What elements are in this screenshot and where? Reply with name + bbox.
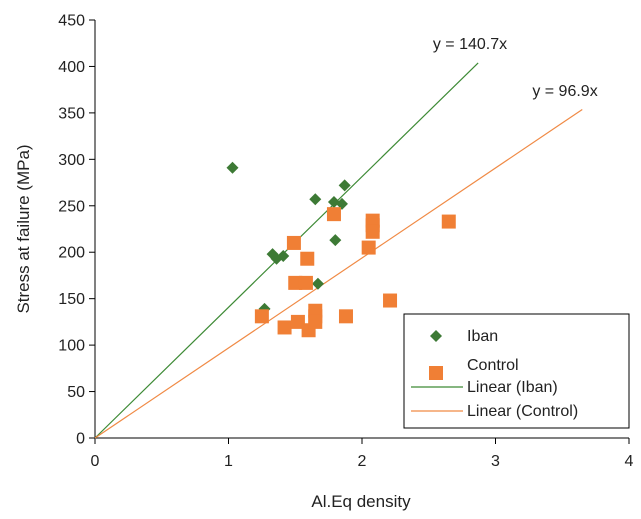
iban-point xyxy=(329,234,342,247)
x-tick-label: 0 xyxy=(91,453,100,470)
control-point xyxy=(277,320,292,335)
control-point xyxy=(298,275,313,290)
legend-label: Linear (Control) xyxy=(467,403,578,420)
control-point xyxy=(361,240,376,255)
legend-label: Iban xyxy=(467,328,498,345)
iban-point xyxy=(309,193,322,206)
iban-point xyxy=(226,161,239,174)
x-tick-label: 4 xyxy=(625,453,634,470)
iban-point xyxy=(270,252,283,265)
y-axis-title: Stress at failure (MPa) xyxy=(14,144,33,313)
y-tick-label: 100 xyxy=(58,338,85,355)
y-tick-label: 400 xyxy=(58,59,85,76)
y-tick-label: 250 xyxy=(58,198,85,215)
control-point xyxy=(288,275,303,290)
data-markers xyxy=(226,161,456,338)
y-tick-label: 150 xyxy=(58,291,85,308)
x-axis-ticks: 0 1 2 3 4 xyxy=(91,438,634,470)
control-point xyxy=(365,224,380,239)
control-point xyxy=(254,309,269,324)
control-point xyxy=(338,309,353,324)
legend-label: Linear (Iban) xyxy=(467,379,558,396)
y-tick-label: 300 xyxy=(58,152,85,169)
trendline-control xyxy=(94,108,583,439)
trendline-equations: y = 140.7x y = 96.9x xyxy=(433,36,598,100)
control-point xyxy=(441,214,456,229)
iban-point xyxy=(311,277,324,290)
y-tick-label: 50 xyxy=(67,384,85,401)
x-tick-label: 3 xyxy=(491,453,500,470)
control-point xyxy=(308,314,323,329)
legend-control-marker xyxy=(429,366,443,380)
y-axis-ticks: 0 50 100 150 200 250 300 350 400 450 xyxy=(58,13,95,448)
plot-area: 0 50 100 150 200 250 300 350 400 450 0 1 2 3 4 y = 14… xyxy=(58,13,633,471)
x-tick-label: 2 xyxy=(358,453,367,470)
control-point xyxy=(286,235,301,250)
legend-iban-marker xyxy=(430,330,442,342)
equation-label-iban: y = 140.7x xyxy=(433,36,507,53)
control-point xyxy=(308,303,323,318)
iban-point xyxy=(327,196,340,209)
iban-point xyxy=(335,197,348,210)
legend: Iban Control Linear (Iban) Linear (Control) xyxy=(403,313,630,429)
control-point xyxy=(290,314,305,329)
trendline-iban xyxy=(94,62,479,439)
y-tick-label: 0 xyxy=(76,431,85,448)
y-tick-label: 350 xyxy=(58,105,85,122)
y-tick-label: 200 xyxy=(58,245,85,262)
x-tick-label: 1 xyxy=(224,453,233,470)
control-point xyxy=(300,251,315,266)
legend-label: Control xyxy=(467,357,519,374)
equation-label-control: y = 96.9x xyxy=(532,83,597,100)
iban-point xyxy=(277,249,290,262)
trendlines xyxy=(94,62,583,439)
y-tick-label: 450 xyxy=(58,13,85,30)
control-point xyxy=(326,207,341,222)
iban-point xyxy=(338,179,351,192)
control-point xyxy=(383,293,398,308)
x-axis-title: Al.Eq density xyxy=(311,492,411,511)
